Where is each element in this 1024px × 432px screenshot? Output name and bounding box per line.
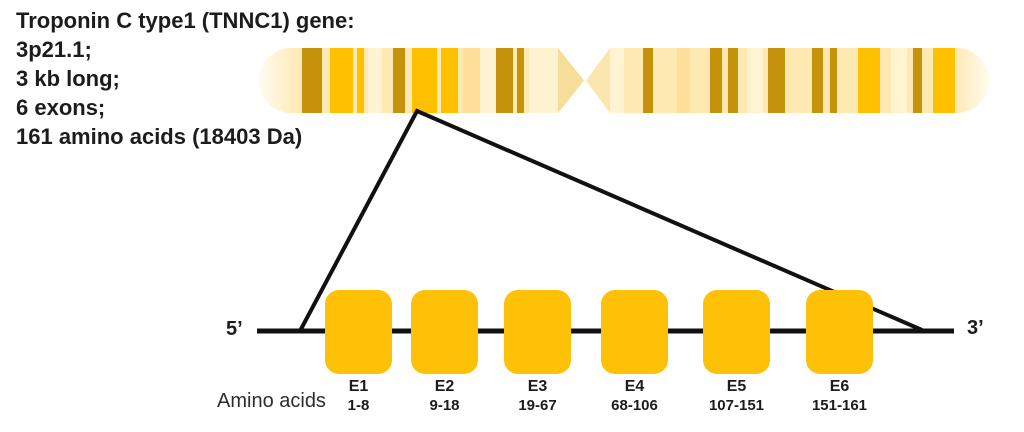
chromosome-band	[768, 48, 785, 113]
exon-box-e3	[504, 290, 571, 374]
three-prime-label: 3’	[967, 317, 984, 339]
exon-range-label: 151-161	[811, 397, 868, 414]
chromosome-band	[610, 48, 624, 113]
chromosome-band	[496, 48, 513, 113]
exon-name-label: E6	[829, 378, 850, 395]
chromosome-band	[330, 48, 353, 113]
chromosome-band	[368, 48, 382, 113]
chromosome-band	[517, 48, 524, 113]
exon-box-e1	[325, 290, 392, 374]
exon-e3: E3 19-67	[504, 290, 571, 417]
chromosome-band	[858, 48, 880, 113]
chromosome-band	[463, 48, 480, 113]
chromosome-band	[393, 48, 405, 113]
chromosome-left-cap	[259, 48, 302, 113]
exon-e4: E4 68-106	[601, 290, 668, 417]
locus-callout-lines	[298, 108, 923, 332]
five-prime-label: 5’	[226, 318, 243, 340]
chromosome-band	[412, 48, 437, 113]
exon-name-label: E2	[434, 378, 455, 395]
exon-e1: E1 1-8	[325, 290, 392, 417]
chromosome-band	[812, 48, 823, 113]
chromosome-band	[643, 48, 653, 113]
amino-acids-label: Amino acids	[217, 390, 326, 412]
chromosome-ideogram	[259, 48, 989, 113]
exon-e5: E5 107-151	[703, 290, 770, 417]
exon-box-e5	[703, 290, 770, 374]
exon-range-label: 107-151	[708, 397, 765, 414]
exon-box-e4	[601, 290, 668, 374]
chromosome-band	[529, 48, 558, 113]
gene-locus: 3p21.1;	[16, 37, 92, 62]
exon-e2: E2 9-18	[411, 290, 478, 417]
chromosome-band	[747, 48, 763, 113]
gene-title: Troponin C type1 (TNNC1) gene:	[16, 8, 355, 33]
exon-range-label: 68-106	[611, 397, 658, 414]
chromosome-band	[357, 48, 364, 113]
chromosome-band	[933, 48, 955, 113]
exon-box-e6	[806, 290, 873, 374]
gene-protein: 161 amino acids (18403 Da)	[16, 124, 303, 149]
chromosome-band	[728, 48, 738, 113]
exon-e6: E6 151-161	[806, 290, 873, 417]
exon-name-label: E1	[348, 378, 369, 395]
exon-name-label: E3	[527, 378, 548, 395]
chromosome-band	[913, 48, 922, 113]
exon-name-label: E4	[624, 378, 645, 395]
exon-range-label: 1-8	[347, 397, 370, 414]
exon-range-label: 9-18	[429, 397, 460, 414]
gene-exon-count: 6 exons;	[16, 95, 106, 120]
chromosome-band	[891, 48, 907, 113]
chromosome-right-cap	[955, 48, 989, 113]
chromosome-band	[677, 48, 690, 113]
chromosome-band	[441, 48, 458, 113]
exon-box-e2	[411, 290, 478, 374]
chromosome-band	[710, 48, 722, 113]
exon-range-label: 19-67	[518, 397, 557, 414]
chromosome-band	[480, 48, 496, 113]
chromosome-band	[830, 48, 837, 113]
gene-info-block: Troponin C type1 (TNNC1) gene: 3p21.1; 3…	[16, 6, 355, 151]
gene-length: 3 kb long;	[16, 66, 120, 91]
exon-name-label: E5	[726, 378, 747, 395]
chromosome-band	[302, 48, 322, 113]
